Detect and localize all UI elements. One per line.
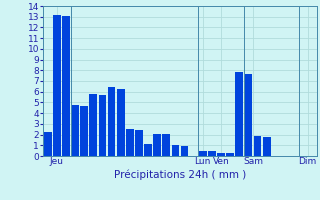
Bar	[62, 16, 70, 156]
Bar	[226, 153, 234, 156]
Bar	[117, 88, 124, 156]
Bar	[217, 153, 225, 156]
Bar	[44, 132, 52, 156]
Bar	[135, 130, 143, 156]
Bar	[144, 144, 152, 156]
Bar	[53, 15, 61, 156]
Bar	[172, 145, 179, 156]
Bar	[99, 95, 106, 156]
Bar	[153, 134, 161, 156]
Bar	[163, 134, 170, 156]
X-axis label: Précipitations 24h ( mm ): Précipitations 24h ( mm )	[114, 169, 246, 180]
Bar	[254, 136, 261, 156]
Bar	[80, 106, 88, 156]
Bar	[244, 73, 252, 156]
Bar	[199, 151, 207, 156]
Bar	[126, 129, 134, 156]
Bar	[263, 137, 270, 156]
Bar	[90, 94, 97, 156]
Bar	[71, 105, 79, 156]
Bar	[236, 72, 243, 156]
Bar	[108, 87, 116, 156]
Bar	[208, 151, 216, 156]
Bar	[181, 146, 188, 156]
